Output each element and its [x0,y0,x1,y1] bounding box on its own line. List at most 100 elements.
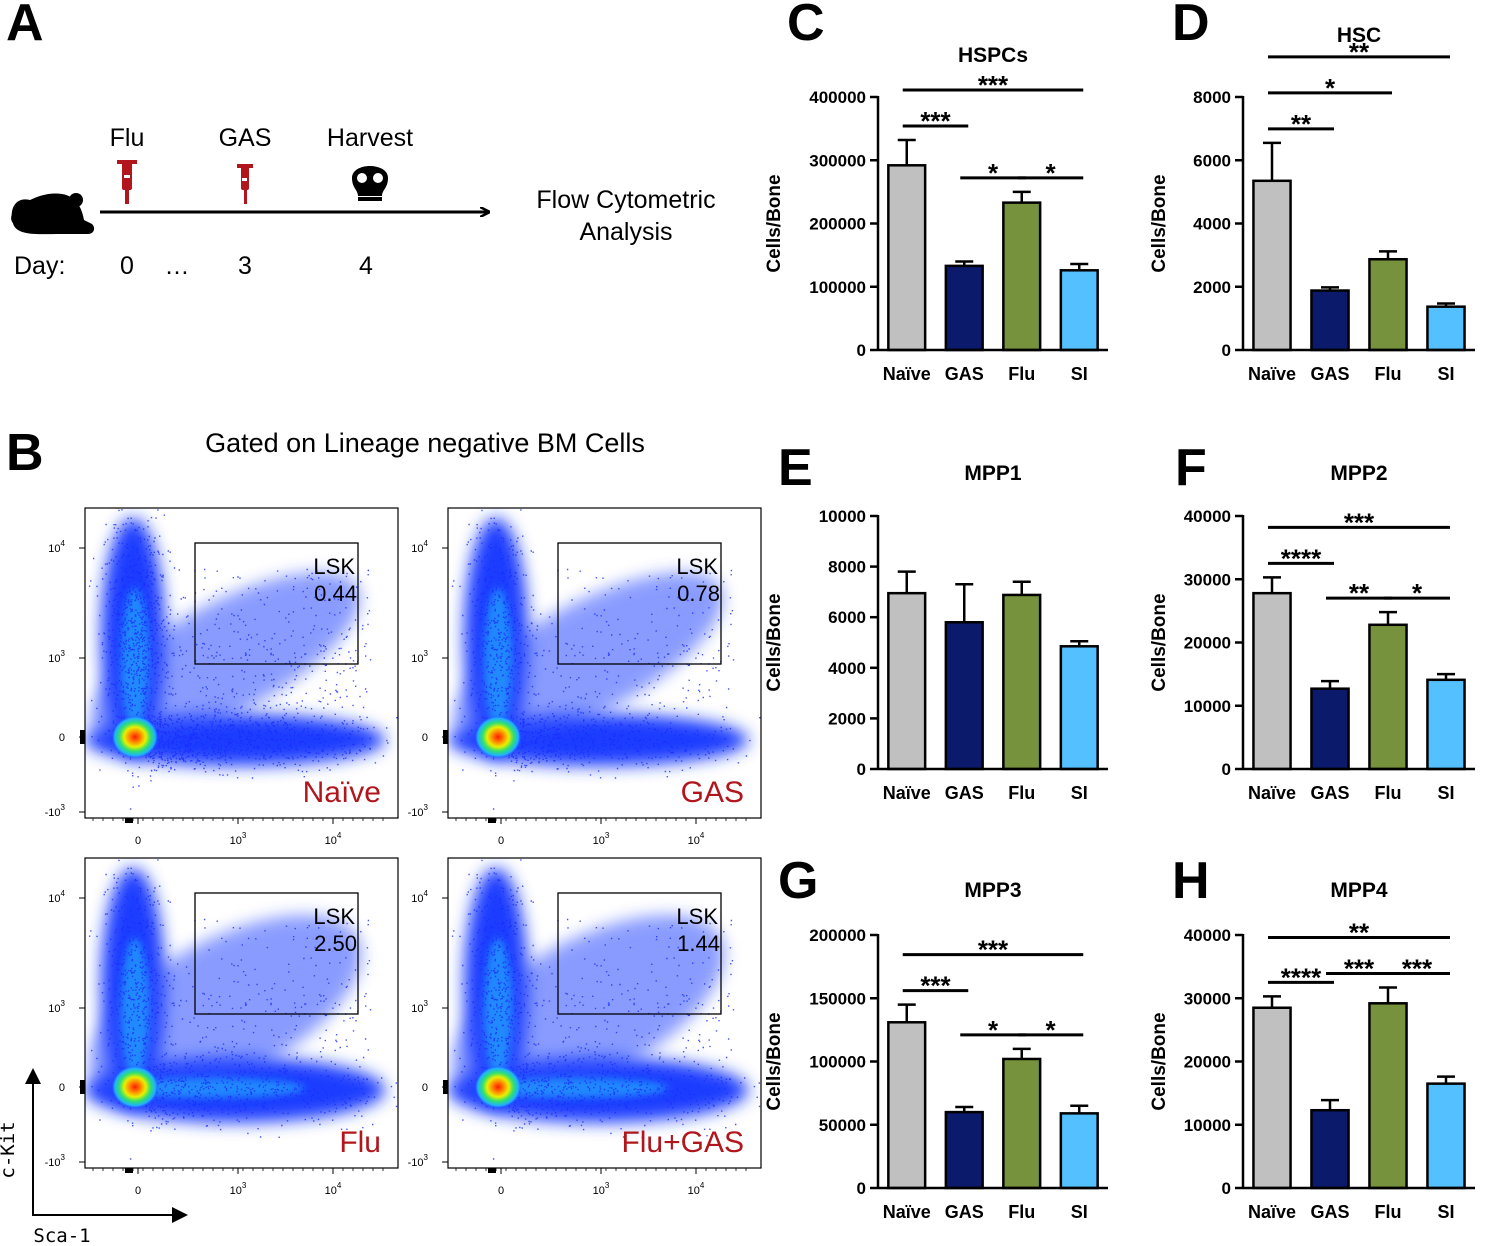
significance-label: *** [978,935,1009,965]
syringe-icon [117,160,137,204]
density-core [474,1065,522,1109]
y-tick-label: 2000 [828,709,866,728]
y-tick-label: 0 [1222,760,1231,779]
y-tick-label-base: 10 [48,1003,60,1015]
day-label: 0 [120,252,134,280]
y-axis-label: Cells/Bone [1149,593,1170,691]
y-tick-label: 0 [59,732,65,744]
skull-icon [352,166,388,201]
y-tick-label-base: 10 [48,543,60,555]
y-tick-label: -103 [45,1153,66,1169]
density-dots [451,859,761,1160]
x-tick-label: 104 [325,1181,342,1197]
x-tick-label: 0 [135,1185,141,1197]
density-core [111,1065,159,1109]
density [85,508,398,810]
bar-chart: H MPP4 Cells/Bone 0 10000 20000 30000 40000 Naïv… [1149,852,1475,1222]
y-tick-label: 10000 [1184,1116,1231,1135]
axis-stub [488,818,496,823]
bar-chart: F MPP2 Cells/Bone 0 10000 20000 30000 40000 Naïv… [1149,439,1475,803]
x-tick-label-base: 10 [688,1185,700,1197]
density-dots [451,509,761,810]
x-tick-label-exp: 4 [700,831,705,840]
gate-percent: 0.44 [314,581,357,606]
x-tick-label: SI [1437,783,1454,803]
y-tick-label: 40000 [1184,507,1231,526]
gate [557,542,722,665]
x-tick-label: 103 [593,831,610,847]
outcome-label: Flow Cytometric [536,186,715,214]
y-tick-label: 104 [411,539,428,555]
bar [944,1110,984,1190]
event-label: Harvest [327,124,413,152]
bar [1368,257,1408,352]
y-tick-label-exp: 3 [424,803,429,812]
panel-letter: H [1172,852,1210,910]
significance-label: *** [1402,953,1433,983]
x-tick-label: Naïve [883,364,931,384]
x-axis-label: Sca-1 [33,1225,90,1246]
y-tick-label-exp: 3 [61,999,66,1008]
x-tick-label: GAS [945,1202,984,1222]
significance-label: ** [1349,37,1370,67]
significance-label: ** [1349,578,1370,608]
gate-name: LSK [676,554,718,579]
significance-label: * [1325,73,1336,103]
x-tick-label: SI [1437,364,1454,384]
panel-letter: F [1175,439,1207,497]
day-label: 3 [238,252,252,280]
x-tick-label: SI [1437,1202,1454,1222]
density-blob [451,915,725,1101]
x-tick-label: Naïve [883,1202,931,1222]
chart-title: MPP3 [964,879,1021,902]
y-tick-label: 400000 [809,88,866,107]
x-tick-label-exp: 3 [242,831,247,840]
x-tick-label-exp: 3 [242,1181,247,1190]
x-tick-label: GAS [1310,364,1349,384]
x-tick-label-base: 10 [325,835,337,847]
y-tick-label: 100000 [809,278,866,297]
y-tick-label: 8000 [1193,88,1231,107]
bar [1252,179,1292,352]
bar-chart: D HSC Cells/Bone 0 2000 4000 6000 8000 Naïve GAS F… [1149,0,1475,384]
density-core [474,715,522,759]
density [85,859,398,1160]
y-tick-label: 200000 [809,215,866,234]
x-tick-label: 0 [135,835,141,847]
y-tick-label: 150000 [809,989,866,1008]
day-label: 4 [359,252,373,280]
x-tick-label: SI [1071,1202,1088,1222]
panel-letter: B [6,424,44,482]
ellipsis: … [165,252,190,280]
y-tick-label: 30000 [1184,989,1231,1008]
x-tick-label: 104 [688,831,705,847]
density [448,859,761,1160]
y-tick-label-exp: 3 [424,649,429,658]
significance-label: *** [1344,953,1375,983]
y-tick-label-base: 10 [48,893,60,905]
syringe-icon [237,164,253,204]
y-tick-label: 20000 [1184,634,1231,653]
sample-label: Flu [339,1126,381,1159]
event-label: GAS [219,124,272,152]
x-tick-label: GAS [1310,783,1349,803]
panel-letter: G [778,852,818,910]
y-tick-label: 0 [59,1082,65,1094]
chart-title: HSC [1337,24,1381,47]
y-tick-label: 0 [857,341,866,360]
y-tick-label: 103 [411,649,428,665]
bar [944,264,984,352]
axis-stub [80,730,85,744]
bar [1002,201,1042,352]
y-tick-label: 4000 [1193,215,1231,234]
y-tick-label: 8000 [828,558,866,577]
density-blob [90,572,360,744]
significance-label: * [988,1015,999,1045]
axis-stub [443,1080,448,1094]
bar [1310,1108,1350,1190]
bar [1310,687,1350,771]
chart-title: MPP2 [1330,462,1387,485]
x-tick-label: Naïve [1248,1202,1296,1222]
